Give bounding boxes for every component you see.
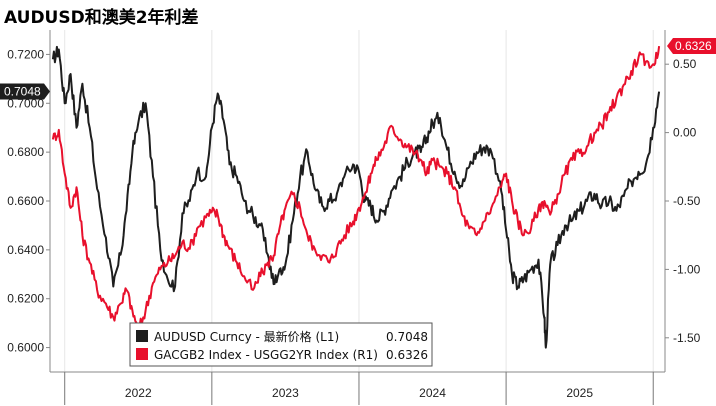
left-tick-label: 0.7000 <box>7 96 44 110</box>
audusd-last-value-badge <box>0 83 50 100</box>
chart-title: AUDUSD和澳美2年利差 <box>4 8 199 28</box>
x-tick-label: 2024 <box>419 386 446 400</box>
last-value-badges: 0.7048 0.6326 <box>0 38 716 100</box>
legend-series-value: 0.6326 <box>386 348 428 362</box>
plot-area <box>51 45 661 349</box>
right-tick-label: 0.00 <box>673 126 697 140</box>
left-tick-label: 0.6000 <box>7 341 44 355</box>
left-tick-label: 0.6400 <box>7 243 44 257</box>
x-axis: 2022 2023 2024 2025 <box>50 371 665 405</box>
audusd-series-line <box>51 45 661 349</box>
right-tick-label: -1.00 <box>673 262 701 276</box>
left-tick-label: 0.6800 <box>7 145 44 159</box>
right-tick-label: -0.50 <box>673 194 701 208</box>
legend-series-name: GACGB2 Index - USGG2YR Index (R1) <box>154 348 378 362</box>
legend-swatch <box>136 348 148 360</box>
right-axis: 0.50 0.00 -0.50 -1.00 -1.50 <box>664 30 701 372</box>
gridlines <box>64 30 654 372</box>
right-tick-label: 0.50 <box>673 57 697 71</box>
right-tick-label: -1.50 <box>673 331 701 345</box>
left-axis: 0.7200 0.7000 0.6800 0.6600 0.6400 0.6200 0.60… <box>7 30 51 372</box>
left-tick-label: 0.6200 <box>7 292 44 306</box>
legend: AUDUSD Curncy - 最新价格 (L1) 0.7048 GACGB2 In… <box>129 322 433 367</box>
legend-series-value: 0.7048 <box>386 330 428 344</box>
yield-spread-series-line <box>51 45 661 332</box>
audusd-last-value-text: 0.7048 <box>4 85 41 99</box>
spread-last-value-text: 0.6326 <box>675 39 712 53</box>
x-tick-label: 2022 <box>125 386 152 400</box>
spread-last-value-badge <box>667 38 716 55</box>
x-tick-label: 2023 <box>272 386 299 400</box>
left-tick-label: 0.7200 <box>7 47 44 61</box>
x-tick-label: 2025 <box>566 386 593 400</box>
legend-series-name: AUDUSD Curncy - 最新价格 (L1) <box>154 329 339 344</box>
left-tick-label: 0.6600 <box>7 194 44 208</box>
legend-box <box>129 322 433 367</box>
legend-swatch <box>136 330 148 342</box>
